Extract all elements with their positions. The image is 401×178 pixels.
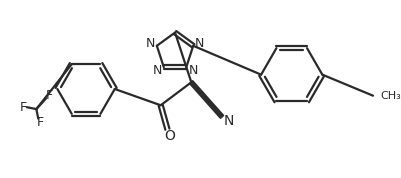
Text: O: O: [164, 129, 175, 143]
Text: N: N: [146, 37, 155, 50]
Text: F: F: [19, 101, 26, 114]
Text: N: N: [195, 37, 205, 50]
Text: N: N: [223, 114, 234, 128]
Text: F: F: [36, 116, 44, 129]
Text: N: N: [188, 64, 198, 77]
Text: F: F: [46, 89, 53, 102]
Text: CH₃: CH₃: [381, 91, 401, 101]
Text: N: N: [152, 64, 162, 77]
